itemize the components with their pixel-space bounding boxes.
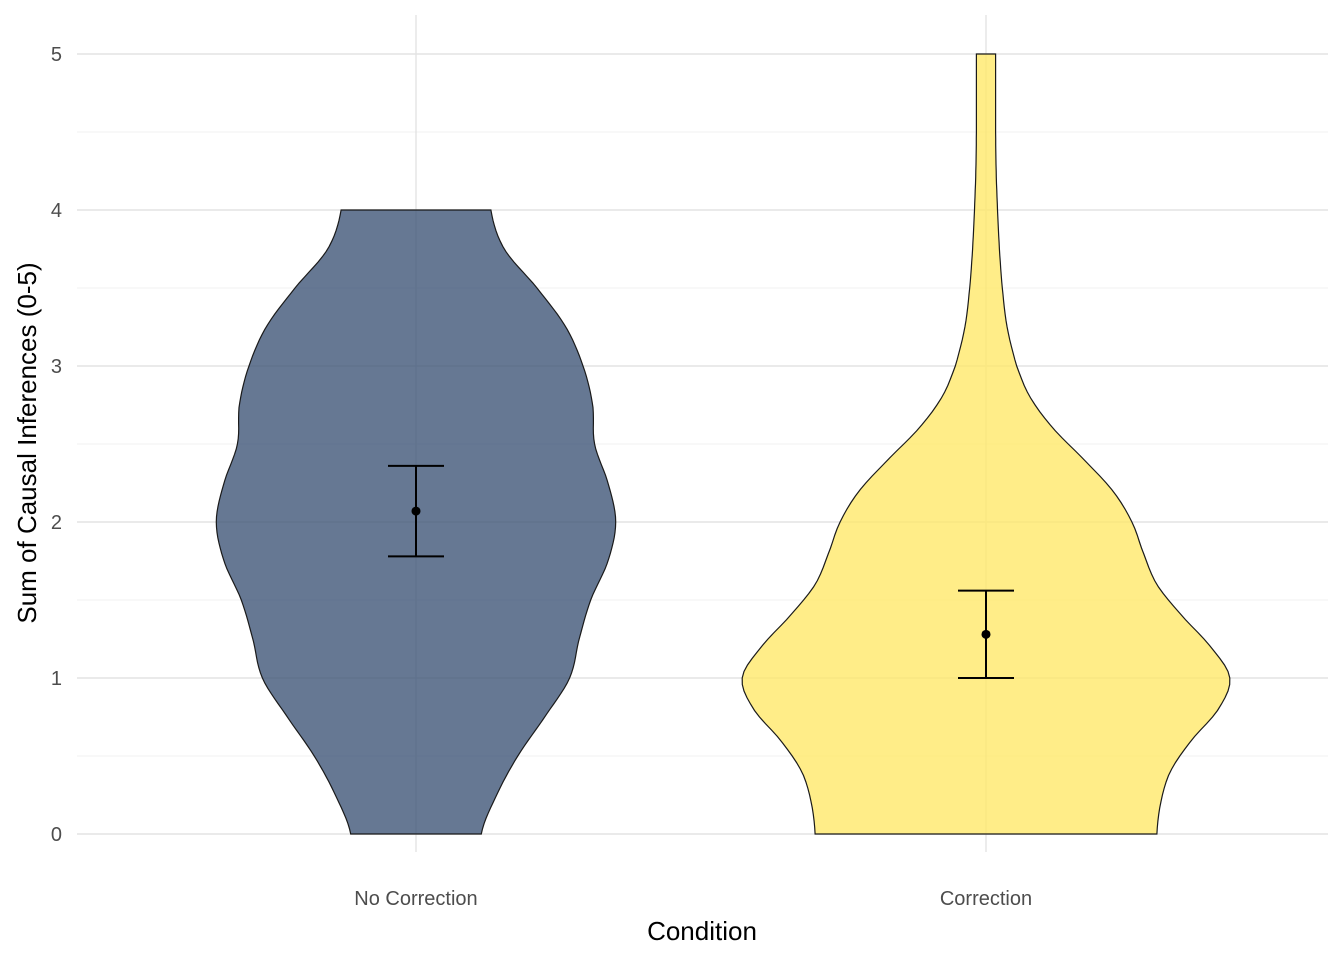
y-tick-label: 2 — [51, 512, 62, 534]
mean-point — [411, 506, 421, 516]
x-axis-ticks: No Correction Correction — [354, 888, 1032, 910]
mean-point — [981, 629, 991, 639]
y-axis-title: Sum of Causal Inferences (0-5) — [12, 262, 42, 623]
y-tick-label: 0 — [51, 824, 62, 846]
x-axis-title: Condition — [647, 916, 757, 946]
error-bars — [388, 464, 1014, 679]
y-tick-label: 1 — [51, 668, 62, 690]
x-tick-label: Correction — [940, 888, 1032, 910]
violin-1 — [741, 53, 1231, 835]
y-tick-label: 4 — [51, 200, 62, 222]
x-tick-label: No Correction — [354, 888, 477, 910]
y-axis-ticks: 0 1 2 3 4 5 — [51, 44, 62, 846]
y-tick-label: 3 — [51, 356, 62, 378]
y-tick-label: 5 — [51, 44, 62, 66]
